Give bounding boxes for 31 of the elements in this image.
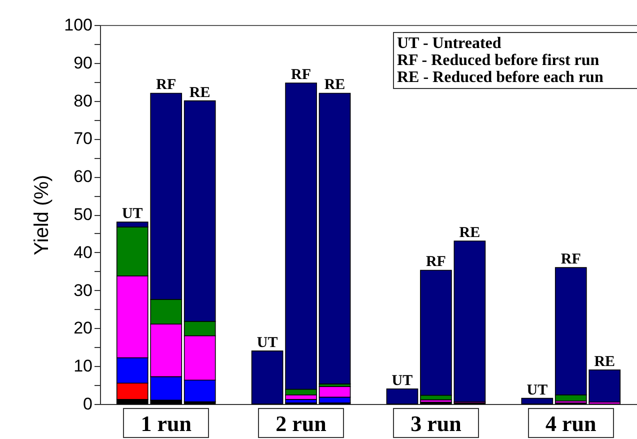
data-label: UT xyxy=(122,206,143,222)
y-tick-label: 100 xyxy=(64,16,92,34)
y-tick-label: 10 xyxy=(74,356,92,376)
text: 3 run xyxy=(392,408,480,438)
data-label: RE xyxy=(594,354,616,370)
data-label: RF xyxy=(156,77,176,94)
data-label: RE xyxy=(324,77,346,94)
y-tick-label: 20 xyxy=(74,318,92,338)
text: 1 run xyxy=(122,408,210,438)
annotation: RE - Reduced before each run xyxy=(397,69,604,86)
data-label: RF xyxy=(560,252,581,268)
data-label: UT xyxy=(526,382,548,398)
annotation: RF - Reduced before first run xyxy=(397,52,600,69)
data-label: RE xyxy=(189,84,210,101)
y-tick-label: 50 xyxy=(74,205,92,224)
text: 4 run xyxy=(528,408,614,438)
data-label: UT xyxy=(392,372,413,389)
data-label: UT xyxy=(256,334,278,351)
y-tick-label: 0 xyxy=(83,394,92,414)
y-tick-label: 70 xyxy=(74,129,92,148)
y-tick-label: 80 xyxy=(74,91,92,110)
data-label: RF xyxy=(291,66,312,83)
y-tick-label: 90 xyxy=(74,53,92,72)
y-axis-title: Yield (%) xyxy=(31,174,54,256)
annotation: UT - Untreated xyxy=(397,35,502,52)
data-label: RF xyxy=(426,254,446,270)
y-tick-label: 60 xyxy=(74,167,92,186)
text: 2 run xyxy=(258,408,344,438)
y-tick-label: 40 xyxy=(74,242,92,262)
data-label: RE xyxy=(459,225,480,242)
y-tick-label: 30 xyxy=(74,280,92,300)
